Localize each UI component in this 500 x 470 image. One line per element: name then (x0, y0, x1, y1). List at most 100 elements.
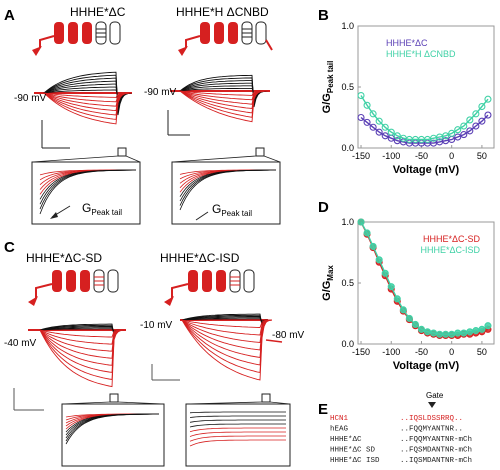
data-point (411, 320, 419, 329)
data-point (369, 242, 377, 250)
data-point (375, 128, 383, 136)
current-trace (181, 319, 273, 336)
data-point (460, 329, 468, 337)
holding-voltage-c-left: -40 mV (4, 338, 37, 349)
data-point (448, 330, 456, 338)
gate-arrow-icon (428, 402, 436, 408)
current-trace (43, 80, 133, 106)
panel-e-letter: E (318, 401, 328, 418)
current-trace (43, 92, 132, 125)
current-trace (181, 319, 273, 381)
data-point (460, 131, 468, 139)
sequence-name: HCN1 (330, 415, 349, 423)
data-point (430, 329, 438, 337)
data-point (369, 123, 377, 131)
x-tick-label: 0 (449, 151, 454, 161)
data-point (381, 132, 389, 140)
tail-trace (189, 411, 286, 414)
data-point (472, 122, 480, 130)
scale-bar-c-left (13, 388, 44, 411)
data-point (466, 328, 474, 336)
sequence-text: ..FQSMDANTNR-mCh (400, 447, 472, 455)
data-point (357, 113, 365, 122)
data-point (363, 229, 371, 237)
tail-trace (189, 415, 286, 418)
data-point (454, 126, 462, 134)
zoom-traces-c-left (65, 413, 160, 445)
tail-trace (189, 419, 286, 423)
holding-voltage-c-right: -10 mV (140, 320, 173, 331)
y-axis-label: G/GMax (321, 265, 335, 301)
legend-entry: HHHE*H ΔCNBD (386, 49, 456, 59)
zoom-inset-c-left (61, 403, 165, 467)
sequence-text: ..IQSMDANTNR-mCh (400, 457, 472, 465)
current-traces-a-left (34, 71, 133, 125)
data-point (381, 269, 389, 277)
y-tick-label: 0.0 (341, 339, 354, 349)
sequence-name: HHHE*ΔC ISD (330, 457, 380, 465)
data-point (466, 127, 474, 135)
data-point (357, 91, 365, 100)
channel-cartoon-a-left (32, 21, 121, 56)
data-point (387, 283, 395, 291)
current-trace (39, 329, 126, 338)
y-axis-label: G/GPeak tail (321, 61, 335, 114)
x-tick-label: -50 (415, 151, 428, 161)
data-point (472, 110, 480, 118)
chart-d: -150 -100 -50 0 50 0.0 0.5 1.0 Voltage (mV) G/GMa… (321, 217, 495, 372)
tail-trace (189, 427, 286, 433)
data-point (417, 325, 426, 333)
data-point (393, 132, 401, 140)
data-point (478, 325, 486, 333)
current-traces-a-right (170, 74, 270, 123)
y-tick-label: 0.5 (341, 82, 354, 92)
sequence-alignment: HCN1 ..IQSLDSSRRQ.. hEAG ..FQQMYANTNR.. HHHE… (330, 415, 472, 465)
peak-tail-label-a-right: GPeak tail (212, 202, 252, 218)
zoom-marker-a-left (117, 147, 127, 157)
current-traces-c-right (180, 313, 283, 381)
current-traces-c-left (28, 323, 127, 388)
sequence-name: hEAG (330, 426, 349, 434)
data-point (454, 133, 462, 141)
tail-trace (189, 435, 286, 442)
zoom-marker-a-right (255, 147, 265, 157)
x-tick-label: -150 (352, 347, 370, 357)
zoom-marker-c-right (261, 393, 271, 403)
current-trace (181, 319, 273, 343)
tail-trace (189, 439, 286, 447)
sequence-text: ..FQQMYANTNR.. (400, 426, 463, 434)
legend-entry: HHHE*ΔC-ISD (420, 245, 480, 255)
sequence-text: ..FQQMYANTNR-mCh (400, 436, 472, 444)
x-axis-label: Voltage (mV) (393, 360, 460, 372)
tail-trace (39, 169, 136, 215)
tail-trace (189, 431, 286, 437)
y-tick-label: 0.5 (341, 278, 354, 288)
data-point (405, 314, 413, 322)
tail-trace (65, 413, 159, 445)
sequence-name: HHHE*ΔC SD (330, 447, 376, 455)
data-point (375, 117, 383, 125)
data-point (423, 328, 432, 336)
x-tick-label: -100 (382, 151, 400, 161)
data-point (448, 129, 456, 137)
current-trace (181, 319, 272, 328)
zoom-traces-a-left (39, 169, 137, 215)
data-point (369, 110, 377, 118)
current-trace (179, 90, 268, 123)
x-tick-label: -100 (382, 347, 400, 357)
current-trace (43, 71, 133, 116)
data-point (484, 322, 492, 330)
data-point (472, 327, 480, 335)
panel-b-letter: B (318, 7, 329, 24)
x-tick-label: 50 (477, 347, 487, 357)
gate-label: Gate (426, 391, 444, 400)
data-point (484, 111, 492, 119)
y-tick-label: 0.0 (341, 143, 354, 153)
data-point (460, 122, 468, 130)
legend-entry: HHHE*ΔC-SD (423, 234, 481, 244)
channel-cartoon-c-right (164, 269, 255, 306)
x-axis-label: Voltage (mV) (393, 164, 460, 176)
data-point (454, 329, 462, 337)
y-tick-label: 1.0 (341, 21, 354, 31)
